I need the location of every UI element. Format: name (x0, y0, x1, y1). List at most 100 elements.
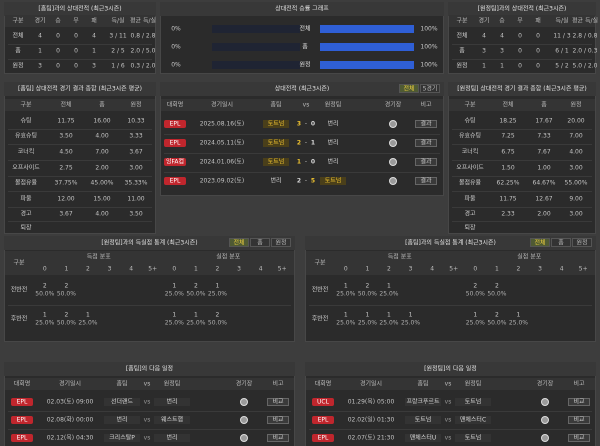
column-header: 대회명 (166, 101, 184, 109)
compare-button-label[interactable]: 비교 (573, 416, 585, 424)
tab-label[interactable]: 5경기 (422, 85, 438, 92)
cell-percent: 25.0% (379, 319, 399, 327)
tab[interactable] (420, 84, 440, 93)
cell: 35.33% (124, 179, 148, 187)
row-label: 원정 (456, 62, 468, 70)
home-team: 프랑크푸르트 (406, 398, 440, 406)
cell: 64.67% (532, 179, 556, 187)
bucket-label: 3 (107, 265, 112, 273)
row-divider (8, 175, 152, 177)
tab[interactable] (271, 238, 291, 247)
row-label: 오프사이드 (12, 164, 40, 172)
tab-label[interactable]: 전체 (534, 239, 546, 246)
bucket-label: 3 (237, 265, 241, 273)
bucket-label: 3 (408, 265, 413, 273)
league-badge (312, 416, 334, 424)
cell: 17.67 (535, 117, 553, 125)
result-button-label[interactable]: 결과 (420, 177, 432, 185)
cell: 11.75 (57, 117, 75, 125)
result-button[interactable] (415, 158, 437, 166)
table-header (306, 251, 595, 275)
compare-button[interactable] (267, 398, 289, 406)
league-name: UCL (317, 398, 329, 406)
home-team: 선더랜드 (110, 398, 134, 406)
away-score: 1 (310, 139, 316, 147)
row-label: 파울 (20, 195, 32, 203)
away-team: 번리 (327, 158, 339, 166)
team-highlight (263, 158, 289, 166)
win-bar (320, 61, 414, 69)
compare-button-label[interactable]: 비교 (573, 398, 585, 406)
stadium-icon (541, 398, 549, 406)
compare-button-label[interactable]: 비교 (573, 434, 585, 442)
cell: 6 / 1 (555, 47, 569, 55)
table-header (161, 99, 443, 111)
compare-button[interactable] (568, 416, 590, 424)
row-label: 유효슈팅 (458, 132, 482, 140)
compare-button[interactable] (267, 434, 289, 442)
cell: 7.33 (537, 132, 551, 140)
home-score: 2 (296, 177, 302, 185)
row-label: 후반전 (10, 315, 28, 323)
cell: 11.75 (499, 195, 517, 203)
table-header (306, 378, 595, 390)
cell: 0 (56, 47, 60, 55)
column-header: 실점 분포 (517, 253, 542, 261)
row-label: 코너킥 (461, 148, 479, 156)
cell: 5 / 2 (555, 62, 569, 70)
cell-count: 1 (42, 311, 47, 319)
column-header: 비고 (420, 101, 432, 109)
result-button-label[interactable]: 결과 (420, 158, 432, 166)
tab-label[interactable]: 원정 (275, 239, 287, 246)
cell: 3 / 11 (109, 32, 127, 40)
tab[interactable] (229, 238, 249, 247)
match-date: 02.02(일) 01:30 (347, 416, 395, 424)
cell-count: 1 (215, 282, 220, 290)
cell-count: 2 (193, 282, 198, 290)
cell-count: 2 (494, 311, 499, 319)
row-divider (452, 160, 592, 161)
compare-button-label[interactable]: 비교 (272, 398, 284, 406)
result-button[interactable] (415, 177, 437, 185)
row-label: 전체 (299, 25, 311, 33)
compare-button[interactable] (568, 434, 590, 442)
cell-percent: 50.0% (56, 319, 76, 327)
result-button-label[interactable]: 결과 (420, 120, 432, 128)
compare-button-label[interactable]: 비교 (272, 416, 284, 424)
row-label: 전반전 (10, 286, 28, 294)
result-button[interactable] (415, 139, 437, 147)
tab[interactable] (572, 238, 592, 247)
compare-button[interactable] (267, 416, 289, 424)
cell: 3.50 (59, 132, 73, 140)
cell: 4 (482, 32, 486, 40)
row-divider (8, 411, 291, 412)
table-header (449, 15, 595, 27)
compare-button-label[interactable]: 비교 (272, 434, 284, 442)
cell: 11 / 3 (553, 32, 571, 40)
away-team: 토트넘 (464, 434, 482, 442)
tab-label[interactable]: 홈 (558, 239, 564, 246)
compare-button[interactable] (568, 398, 590, 406)
tab-label[interactable]: 홈 (257, 239, 263, 246)
bucket-label: 2 (387, 265, 391, 273)
result-button[interactable] (415, 120, 437, 128)
tab[interactable] (530, 238, 550, 247)
tab-label[interactable]: 전체 (403, 85, 415, 92)
tab-label[interactable]: 원정 (576, 239, 588, 246)
cell: 10.33 (127, 117, 145, 125)
column-header: 승 (55, 17, 61, 25)
cell: 5.0 / 2.0 (572, 62, 598, 70)
panel-header (4, 2, 156, 16)
win-rate-label: 100% (420, 25, 438, 33)
league-name: EPL (169, 177, 181, 185)
tab[interactable] (551, 238, 571, 247)
cell: 55.00% (564, 179, 588, 187)
tab-label[interactable]: 전체 (233, 239, 245, 246)
tab[interactable] (250, 238, 270, 247)
tab[interactable] (399, 84, 419, 93)
result-button-label[interactable]: 결과 (420, 139, 432, 147)
team-box (455, 434, 491, 442)
team-box (154, 434, 190, 442)
column-header: 득/실 (555, 17, 569, 25)
row-divider (164, 152, 440, 154)
